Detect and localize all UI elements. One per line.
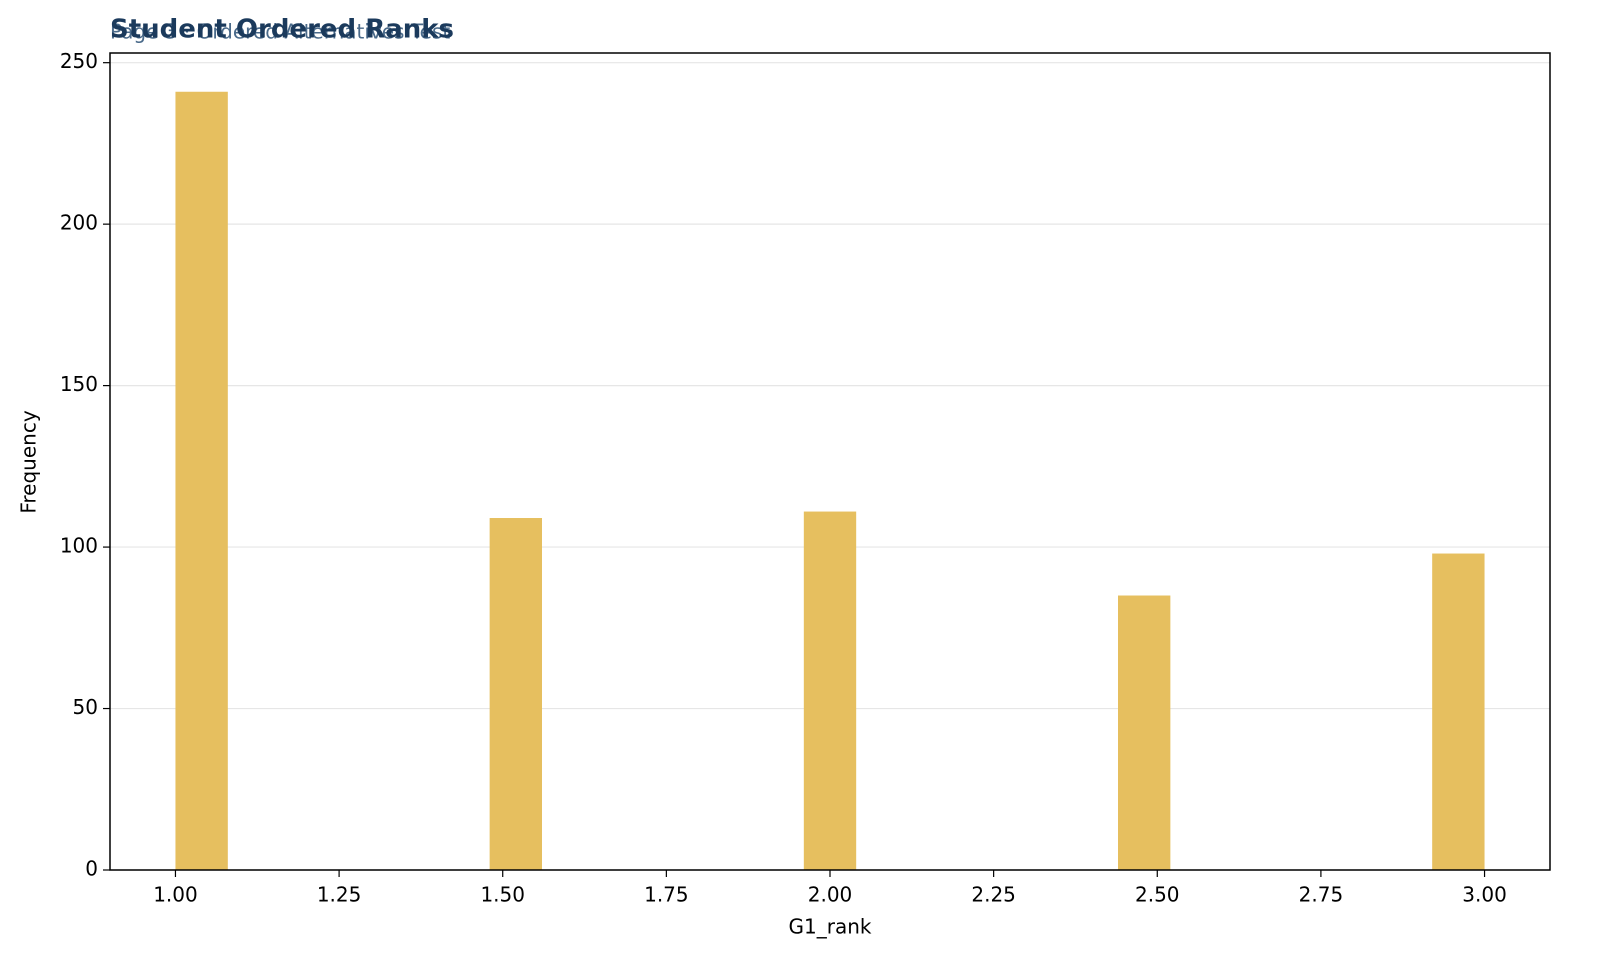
x-tick-label: 2.75: [1299, 883, 1344, 907]
y-tick-label: 0: [85, 857, 98, 881]
chart-subtitle: Page 3 · Ordered Alternatives Test: [110, 20, 450, 44]
x-tick-label: 2.25: [971, 883, 1016, 907]
bar: [489, 518, 542, 870]
x-tick-label: 1.00: [153, 883, 198, 907]
y-tick-label: 100: [60, 534, 98, 558]
x-tick-label: 1.75: [644, 883, 689, 907]
x-tick-label: 1.25: [317, 883, 362, 907]
y-tick-label: 250: [60, 49, 98, 73]
chart-title: Student Ordered Ranks: [110, 15, 454, 45]
bar: [175, 91, 228, 871]
x-tick-label: 3.00: [1462, 883, 1507, 907]
bar: [1118, 595, 1171, 870]
plot-frame: [109, 52, 1551, 871]
x-tick-label: 1.50: [480, 883, 525, 907]
bar: [1432, 553, 1485, 870]
x-axis-label: G1_rank: [789, 915, 872, 939]
y-tick-label: 200: [60, 211, 98, 235]
x-tick-label: 2.00: [808, 883, 853, 907]
x-tick-label: 2.50: [1135, 883, 1180, 907]
y-axis-label: Frequency: [17, 410, 41, 513]
y-tick-label: 50: [73, 695, 98, 719]
y-tick-label: 150: [60, 372, 98, 396]
bar: [803, 511, 857, 870]
